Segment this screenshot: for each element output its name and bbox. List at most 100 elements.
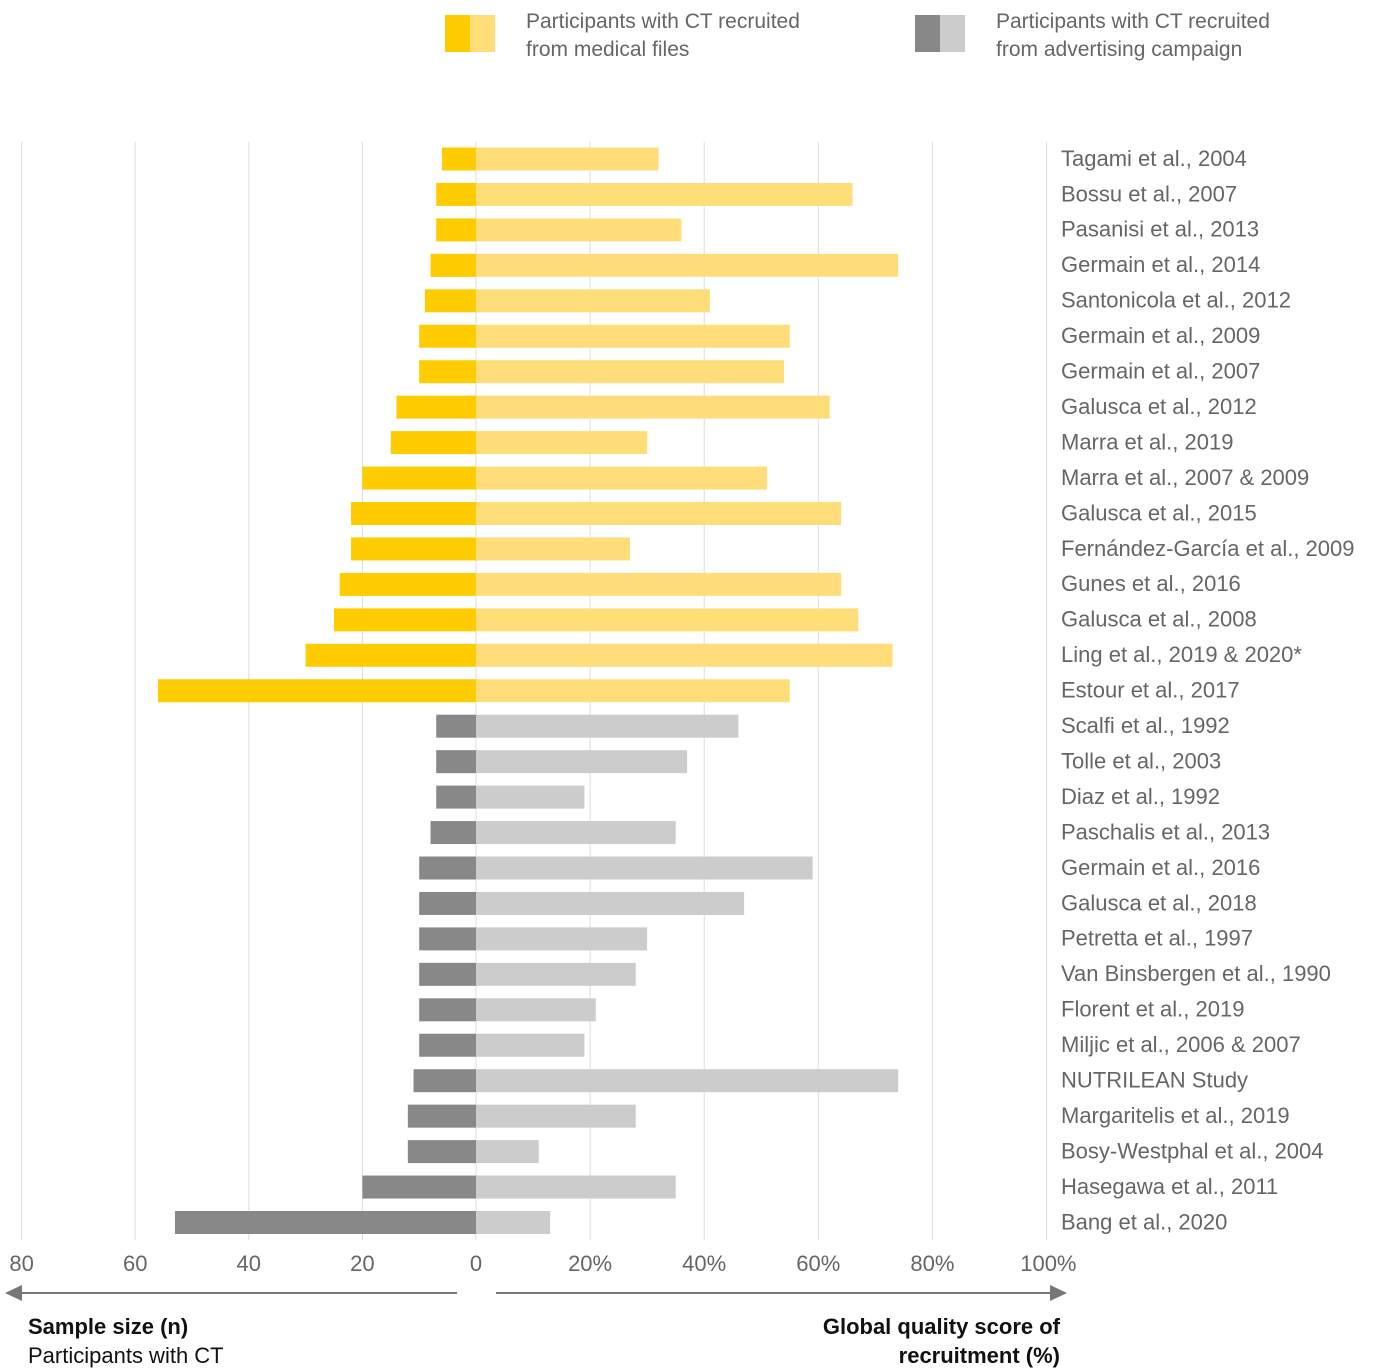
study-label: Diaz et al., 1992 xyxy=(1061,784,1220,809)
left-axis-title: Sample size (n) xyxy=(28,1314,188,1339)
bar-quality-score xyxy=(476,714,739,738)
bar-quality-score xyxy=(476,856,813,880)
bar-quality-score xyxy=(476,289,710,313)
bar-quality-score xyxy=(476,1104,636,1128)
legend-item-medical: Participants with CT recruited from medi… xyxy=(445,10,800,61)
bar-sample-size xyxy=(339,572,476,596)
bar-sample-size xyxy=(419,927,476,951)
study-label: Germain et al., 2014 xyxy=(1061,252,1260,277)
bar-sample-size xyxy=(351,502,476,525)
bar-quality-score xyxy=(476,1140,539,1164)
bar-sample-size xyxy=(436,218,476,242)
study-label: Hasegawa et al., 2011 xyxy=(1061,1174,1278,1199)
legend-label-medical-line2: from medical files xyxy=(526,38,689,61)
bar-sample-size xyxy=(419,998,476,1022)
bar-sample-size xyxy=(419,1033,476,1057)
study-label: Miljic et al., 2006 & 2007 xyxy=(1061,1032,1301,1057)
bar-sample-size xyxy=(436,714,476,738)
right-tick-label: 60% xyxy=(796,1251,840,1276)
right-tick-label: 40% xyxy=(682,1251,726,1276)
study-label: Pasanisi et al., 2013 xyxy=(1061,217,1259,242)
bar-sample-size xyxy=(334,608,476,632)
bar-quality-score xyxy=(476,253,899,277)
bar-sample-size xyxy=(419,891,476,915)
bar-sample-size xyxy=(362,1175,476,1199)
bar-quality-score xyxy=(476,821,676,845)
bar-sample-size xyxy=(362,466,476,490)
study-label: Bossu et al., 2007 xyxy=(1061,181,1237,206)
study-label: Santonicola et al., 2012 xyxy=(1061,288,1291,313)
legend: Participants with CT recruited from medi… xyxy=(445,10,1270,61)
study-label: Galusca et al., 2012 xyxy=(1061,394,1257,419)
bar-quality-score xyxy=(476,891,745,915)
bar-quality-score xyxy=(476,608,859,632)
study-labels: Tagami et al., 2004 Bossu et al., 2007 Pas… xyxy=(1061,146,1355,1235)
study-label: Germain et al., 2016 xyxy=(1061,855,1260,880)
bar-sample-size xyxy=(419,856,476,880)
bar-sample-size xyxy=(157,679,477,703)
right-tick-label: 80% xyxy=(910,1251,954,1276)
bar-sample-size xyxy=(413,1069,476,1093)
study-label: Petretta et al., 1997 xyxy=(1061,926,1253,951)
bar-quality-score xyxy=(476,572,842,596)
study-label: Marra et al., 2019 xyxy=(1061,429,1233,454)
study-label: Van Binsbergen et al., 1990 xyxy=(1061,961,1331,986)
bar-quality-score xyxy=(476,1211,551,1234)
bar-sample-size xyxy=(430,253,476,277)
bar-sample-size xyxy=(441,147,476,171)
study-label: Bang et al., 2020 xyxy=(1061,1209,1227,1234)
legend-swatch-advertising-left xyxy=(915,15,940,52)
bar-sample-size xyxy=(436,182,476,206)
bar-sample-size xyxy=(305,643,476,667)
bar-quality-score xyxy=(476,1175,676,1199)
study-label: Galusca et al., 2008 xyxy=(1061,607,1257,632)
bar-quality-score xyxy=(476,679,790,703)
legend-swatch-medical-right xyxy=(470,15,495,52)
study-label: Germain et al., 2007 xyxy=(1061,359,1260,384)
bar-quality-score xyxy=(476,395,830,419)
bar-quality-score xyxy=(476,431,648,455)
study-label: Tolle et al., 2003 xyxy=(1061,748,1221,773)
study-label: Scalfi et al., 1992 xyxy=(1061,713,1230,738)
right-tick-label: 100% xyxy=(1020,1251,1076,1276)
bar-sample-size xyxy=(419,324,476,348)
legend-label-advertising-line2: from advertising campaign xyxy=(996,38,1242,61)
study-label: Tagami et al., 2004 xyxy=(1061,146,1247,171)
axis-ticks: 80 60 40 20 0 20% 40% 60% 80% 100% xyxy=(9,1251,1076,1276)
right-axis-title-line1: Global quality score of xyxy=(823,1314,1061,1339)
study-label: Galusca et al., 2018 xyxy=(1061,890,1257,915)
bar-sample-size xyxy=(396,395,476,419)
bar-quality-score xyxy=(476,927,648,951)
bar-sample-size xyxy=(351,537,476,561)
left-tick-label: 20 xyxy=(350,1251,374,1276)
right-axis-title-line2: recruitment (%) xyxy=(899,1343,1060,1368)
study-label: Gunes et al., 2016 xyxy=(1061,571,1241,596)
bar-sample-size xyxy=(419,360,476,384)
bar-quality-score xyxy=(476,182,853,206)
bar-quality-score xyxy=(476,962,636,986)
bar-quality-score xyxy=(476,502,842,525)
legend-swatch-advertising-right xyxy=(940,15,965,52)
study-label: Estour et al., 2017 xyxy=(1061,678,1240,703)
bar-sample-size xyxy=(430,821,476,845)
bar-sample-size xyxy=(436,750,476,774)
bar-quality-score xyxy=(476,324,790,348)
bar-sample-size xyxy=(407,1140,476,1164)
left-tick-label: 0 xyxy=(470,1251,482,1276)
bar-sample-size xyxy=(436,785,476,809)
legend-swatch-medical-left xyxy=(445,15,470,52)
study-label: Fernández-García et al., 2009 xyxy=(1061,536,1355,561)
bar-sample-size xyxy=(424,289,476,313)
bar-sample-size xyxy=(419,962,476,986)
study-label: Paschalis et al., 2013 xyxy=(1061,819,1270,844)
study-label: Marra et al., 2007 & 2009 xyxy=(1061,465,1309,490)
right-axis-arrow xyxy=(496,1285,1067,1301)
bar-sample-size xyxy=(407,1104,476,1128)
left-tick-label: 60 xyxy=(123,1251,147,1276)
study-label: Galusca et al., 2015 xyxy=(1061,500,1257,525)
left-axis-subtitle: Participants with CT xyxy=(28,1343,224,1368)
left-tick-label: 80 xyxy=(9,1251,33,1276)
bar-quality-score xyxy=(476,1033,585,1057)
bar-sample-size xyxy=(174,1211,476,1234)
bar-quality-score xyxy=(476,785,585,809)
